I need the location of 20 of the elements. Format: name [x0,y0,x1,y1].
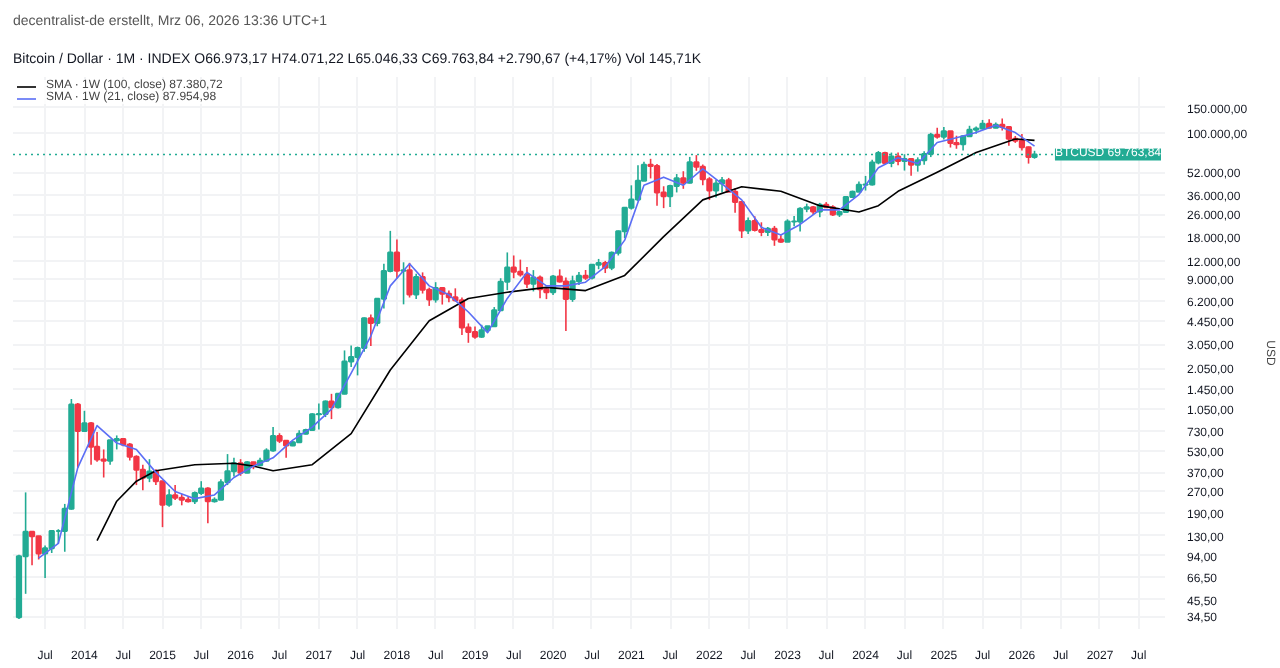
candlestick [413,273,420,300]
candlestick [328,393,335,420]
candlestick [569,274,576,303]
candlestick [367,313,374,347]
candlestick [393,238,401,280]
candlestick [315,402,322,431]
candlestick [796,206,804,233]
candlestick [400,261,407,306]
candlestick [653,163,661,207]
candlestick [361,316,368,353]
candlestick [28,530,36,567]
candlestick [771,225,778,247]
candlestick [406,261,413,299]
candlestick [81,410,88,432]
candlestick [530,269,537,293]
candlestick [686,156,693,185]
candlestick [74,402,81,469]
candlestick [510,254,517,280]
candlestick [106,439,114,466]
candlestick [35,535,42,561]
